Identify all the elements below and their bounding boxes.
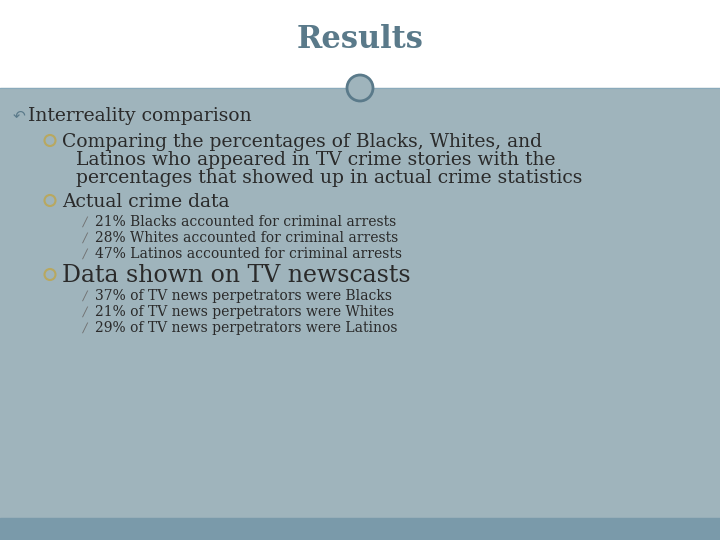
Text: 37% of TV news perpetrators were Blacks: 37% of TV news perpetrators were Blacks	[95, 289, 392, 303]
Circle shape	[347, 75, 373, 101]
Text: ∕: ∕	[83, 306, 87, 319]
Text: Comparing the percentages of Blacks, Whites, and: Comparing the percentages of Blacks, Whi…	[62, 133, 542, 151]
Text: Actual crime data: Actual crime data	[62, 193, 230, 211]
Text: 47% Latinos accounted for criminal arrests: 47% Latinos accounted for criminal arres…	[95, 247, 402, 261]
Text: ∕: ∕	[83, 247, 87, 260]
Text: ∕: ∕	[83, 232, 87, 245]
Text: Results: Results	[297, 24, 423, 56]
Text: 28% Whites accounted for criminal arrests: 28% Whites accounted for criminal arrest…	[95, 231, 398, 245]
Text: ∕: ∕	[83, 289, 87, 302]
Text: ∕: ∕	[83, 215, 87, 228]
Bar	[0, 518, 720, 540]
Text: ∕: ∕	[83, 321, 87, 334]
Text: 29% of TV news perpetrators were Latinos: 29% of TV news perpetrators were Latinos	[95, 321, 397, 335]
Text: percentages that showed up in actual crime statistics: percentages that showed up in actual cri…	[76, 169, 582, 187]
Text: Data shown on TV newscasts: Data shown on TV newscasts	[62, 265, 410, 287]
Text: 21% of TV news perpetrators were Whites: 21% of TV news perpetrators were Whites	[95, 305, 394, 319]
Bar	[0, 88, 720, 518]
Text: 21% Blacks accounted for criminal arrests: 21% Blacks accounted for criminal arrest…	[95, 215, 396, 229]
Bar	[0, 0, 720, 88]
Text: ↶: ↶	[12, 109, 25, 124]
Text: Interreality comparison: Interreality comparison	[28, 107, 251, 125]
Circle shape	[352, 80, 368, 96]
Text: Latinos who appeared in TV crime stories with the: Latinos who appeared in TV crime stories…	[76, 151, 556, 169]
